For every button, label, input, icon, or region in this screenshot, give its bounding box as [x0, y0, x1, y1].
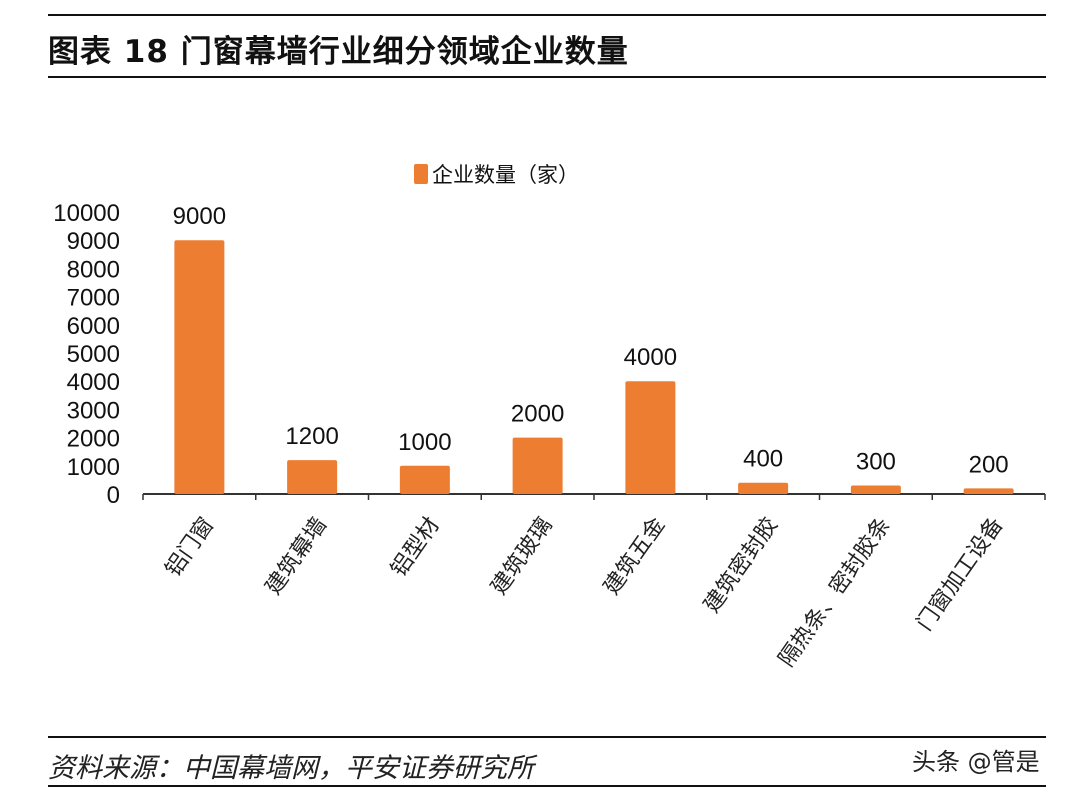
- y-tick-label: 3000: [67, 397, 120, 424]
- y-tick-label: 4000: [67, 369, 120, 396]
- watermark: 头条 @管是: [912, 748, 1040, 776]
- title-rule: [48, 76, 1046, 78]
- x-category-label: 门窗加工设备: [912, 513, 1008, 635]
- bar: [512, 437, 563, 494]
- y-tick-label: 8000: [67, 256, 120, 283]
- page-title: 图表 18 门窗幕墙行业细分领域企业数量: [48, 34, 629, 70]
- data-label: 1200: [285, 423, 338, 450]
- data-label: 300: [856, 449, 896, 476]
- footer-rule: [48, 736, 1046, 738]
- y-tick-label: 0: [107, 482, 120, 509]
- bar: [287, 460, 338, 494]
- bar: [738, 482, 789, 494]
- y-tick-label: 7000: [67, 285, 120, 312]
- bar: [850, 485, 901, 494]
- data-label: 4000: [624, 344, 677, 371]
- x-category-label: 隔热条、密封胶条: [774, 513, 895, 672]
- bar: [174, 240, 225, 494]
- bar: [399, 465, 450, 494]
- x-category-label: 建筑五金: [599, 513, 670, 599]
- y-tick-label: 9000: [67, 228, 120, 255]
- source-note: 资料来源：中国幕墙网，平安证券研究所: [48, 753, 534, 784]
- data-label: 9000: [173, 203, 226, 230]
- x-category-label: 铝型材: [386, 513, 444, 581]
- x-category-label: 建筑幕墙: [260, 513, 331, 599]
- y-tick-label: 1000: [67, 454, 120, 481]
- top-rule: [48, 14, 1046, 16]
- y-tick-label: 10000: [53, 200, 120, 227]
- y-tick-label: 6000: [67, 313, 120, 340]
- data-label: 2000: [511, 401, 564, 428]
- data-label: 1000: [398, 429, 451, 456]
- y-tick-label: 5000: [67, 341, 120, 368]
- data-label: 400: [743, 446, 783, 473]
- legend-swatch: [414, 164, 428, 184]
- bottom-rule: [48, 785, 1046, 787]
- data-label: 200: [969, 451, 1009, 478]
- legend-label: 企业数量（家）: [432, 164, 579, 187]
- y-tick-label: 2000: [67, 426, 120, 453]
- x-category-label: 建筑密封胶: [699, 513, 783, 617]
- x-category-label: 铝门窗: [160, 513, 218, 581]
- bar: [963, 488, 1014, 494]
- bar: [625, 381, 676, 494]
- x-category-label: 建筑玻璃: [486, 513, 557, 599]
